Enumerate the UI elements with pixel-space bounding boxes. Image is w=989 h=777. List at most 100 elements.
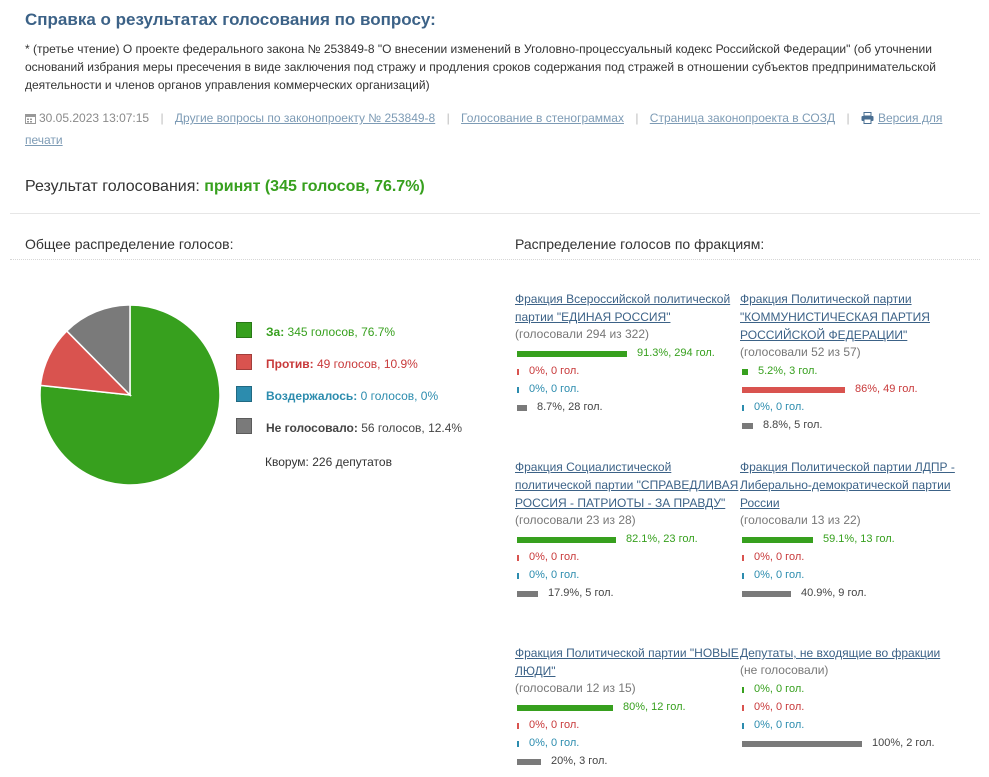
- faction-block: Фракция Социалистической политической па…: [515, 458, 740, 604]
- faction-vote-row-abstained: 0%, 0 гол.: [740, 568, 965, 586]
- faction-vote-row-not-voted: 17.9%, 5 гол.: [515, 586, 740, 604]
- quorum-text: Кворум: 226 депутатов: [265, 455, 392, 469]
- faction-block: Фракция Политической партии ЛДПР - Либер…: [740, 458, 965, 604]
- faction-vote-row-abstained: 0%, 0 гол.: [740, 400, 965, 418]
- vote-result: Результат голосования: принят (345 голос…: [25, 178, 425, 196]
- legend-label: Против:: [266, 357, 314, 371]
- legend-swatch: [236, 322, 252, 338]
- faction-vote-value: 0%, 0 гол.: [754, 569, 805, 581]
- faction-vote-row-against: 0%, 0 гол.: [740, 550, 965, 568]
- faction-vote-bar-not-voted: [742, 741, 862, 747]
- faction-vote-row-for: 91.3%, 294 гол.: [515, 346, 740, 364]
- faction-vote-value: 0%, 0 гол.: [529, 719, 580, 731]
- faction-vote-bar-against: [517, 555, 519, 561]
- separator: |: [635, 111, 639, 125]
- faction-vote-bar-abstained: [517, 573, 519, 579]
- faction-voted-count: (голосовали 294 из 322): [515, 327, 650, 341]
- calendar-icon: [25, 110, 36, 130]
- faction-vote-row-abstained: 0%, 0 гол.: [740, 718, 965, 736]
- legend-value: 49 голосов, 10.9%: [313, 357, 418, 371]
- faction-vote-value: 17.9%, 5 гол.: [548, 587, 614, 599]
- faction-vote-row-against: 86%, 49 гол.: [740, 382, 965, 400]
- faction-vote-row-abstained: 0%, 0 гол.: [515, 736, 740, 754]
- faction-vote-value: 80%, 12 гол.: [623, 701, 686, 713]
- separator: |: [160, 111, 164, 125]
- faction-vote-bar-against: [742, 555, 744, 561]
- faction-name-link[interactable]: Депутаты, не входящие во фракции: [740, 646, 941, 660]
- faction-vote-value: 20%, 3 гол.: [551, 755, 608, 767]
- result-label: Результат голосования:: [25, 178, 200, 195]
- result-value: принят (345 голосов, 76.7%): [204, 178, 425, 195]
- faction-voted-count: (голосовали 23 из 28): [515, 513, 636, 527]
- legend-value: 345 голосов, 76.7%: [284, 325, 396, 339]
- faction-vote-value: 0%, 0 гол.: [754, 683, 805, 695]
- faction-vote-row-not-voted: 20%, 3 гол.: [515, 754, 740, 772]
- legend-label: Не голосовало:: [266, 421, 358, 435]
- faction-vote-bar-abstained: [742, 573, 744, 579]
- faction-vote-row-not-voted: 40.9%, 9 гол.: [740, 586, 965, 604]
- faction-vote-bar-not-voted: [517, 591, 538, 597]
- faction-name-link[interactable]: Фракция Политической партии "КОММУНИСТИЧ…: [740, 292, 930, 342]
- faction-vote-bar-for: [742, 687, 744, 693]
- legend-swatch: [236, 386, 252, 402]
- faction-name-link[interactable]: Фракция Всероссийской политической парти…: [515, 292, 731, 324]
- faction-vote-row-not-voted: 100%, 2 гол.: [740, 736, 965, 754]
- faction-name-link[interactable]: Фракция Социалистической политической па…: [515, 460, 739, 510]
- faction-vote-bar-abstained: [517, 387, 519, 393]
- faction-vote-row-against: 0%, 0 гол.: [515, 364, 740, 382]
- legend-text: Против: 49 голосов, 10.9%: [266, 357, 418, 371]
- vote-pie-chart: [39, 304, 221, 486]
- faction-vote-value: 0%, 0 гол.: [754, 701, 805, 713]
- faction-vote-value: 8.7%, 28 гол.: [537, 401, 603, 413]
- faction-distribution-title: Распределение голосов по фракциям:: [515, 236, 765, 252]
- faction-vote-row-abstained: 0%, 0 гол.: [515, 382, 740, 400]
- page-title: Справка о результатах голосования по воп…: [25, 10, 436, 29]
- legend-swatch: [236, 354, 252, 370]
- faction-vote-bar-for: [742, 369, 748, 375]
- faction-vote-row-for: 82.1%, 23 гол.: [515, 532, 740, 550]
- separator: |: [846, 111, 850, 125]
- faction-vote-bar-against: [742, 705, 744, 711]
- other-questions-link[interactable]: Другие вопросы по законопроекту № 253849…: [174, 111, 436, 125]
- legend-text: За: 345 голосов, 76.7%: [266, 325, 395, 339]
- legend-text: Воздержалось: 0 голосов, 0%: [266, 389, 438, 403]
- faction-vote-row-abstained: 0%, 0 гол.: [515, 568, 740, 586]
- faction-vote-bar-against: [517, 369, 519, 375]
- faction-name-link[interactable]: Фракция Политической партии ЛДПР - Либер…: [740, 460, 955, 510]
- faction-vote-row-not-voted: 8.7%, 28 гол.: [515, 400, 740, 418]
- faction-vote-row-against: 0%, 0 гол.: [515, 550, 740, 568]
- faction-vote-value: 91.3%, 294 гол.: [637, 347, 715, 359]
- faction-vote-value: 82.1%, 23 гол.: [626, 533, 698, 545]
- legend-value: 56 голосов, 12.4%: [357, 421, 463, 435]
- vote-datetime: 30.05.2023 13:07:15: [39, 111, 150, 125]
- faction-vote-value: 100%, 2 гол.: [872, 737, 935, 749]
- faction-vote-value: 8.8%, 5 гол.: [763, 419, 823, 431]
- print-version-link[interactable]: Версия для печати: [25, 111, 943, 147]
- faction-block: Фракция Политической партии "КОММУНИСТИЧ…: [740, 290, 965, 436]
- faction-vote-row-for: 0%, 0 гол.: [740, 682, 965, 700]
- faction-block: Депутаты, не входящие во фракции (не голо…: [740, 644, 965, 754]
- faction-vote-value: 0%, 0 гол.: [529, 551, 580, 563]
- faction-vote-value: 0%, 0 гол.: [529, 569, 580, 581]
- faction-vote-bar-against: [517, 723, 519, 729]
- faction-vote-value: 5.2%, 3 гол.: [758, 365, 818, 377]
- pie-slice-not-voted: [65, 304, 131, 397]
- divider: [10, 213, 980, 214]
- legend-swatch: [236, 418, 252, 434]
- faction-vote-bar-abstained: [742, 405, 744, 411]
- faction-block: Фракция Политической партии "НОВЫЕ ЛЮДИ"…: [515, 644, 740, 772]
- legend-label: За:: [266, 325, 285, 339]
- printer-icon[interactable]: [861, 110, 874, 130]
- divider: [10, 259, 980, 260]
- faction-vote-bar-for: [517, 351, 627, 357]
- sozd-page-link[interactable]: Страница законопроекта в СОЗД: [649, 111, 836, 125]
- question-description: * (третье чтение) О проекте федерального…: [25, 42, 936, 92]
- faction-vote-bar-not-voted: [517, 759, 541, 765]
- general-distribution-title: Общее распределение голосов:: [25, 236, 234, 252]
- faction-name-link[interactable]: Фракция Политической партии "НОВЫЕ ЛЮДИ": [515, 646, 739, 678]
- faction-vote-bar-for: [517, 705, 613, 711]
- faction-vote-bar-abstained: [742, 723, 744, 729]
- faction-voted-count: (не голосовали): [740, 663, 829, 677]
- separator: |: [446, 111, 450, 125]
- transcripts-link[interactable]: Голосование в стенограммах: [461, 111, 624, 125]
